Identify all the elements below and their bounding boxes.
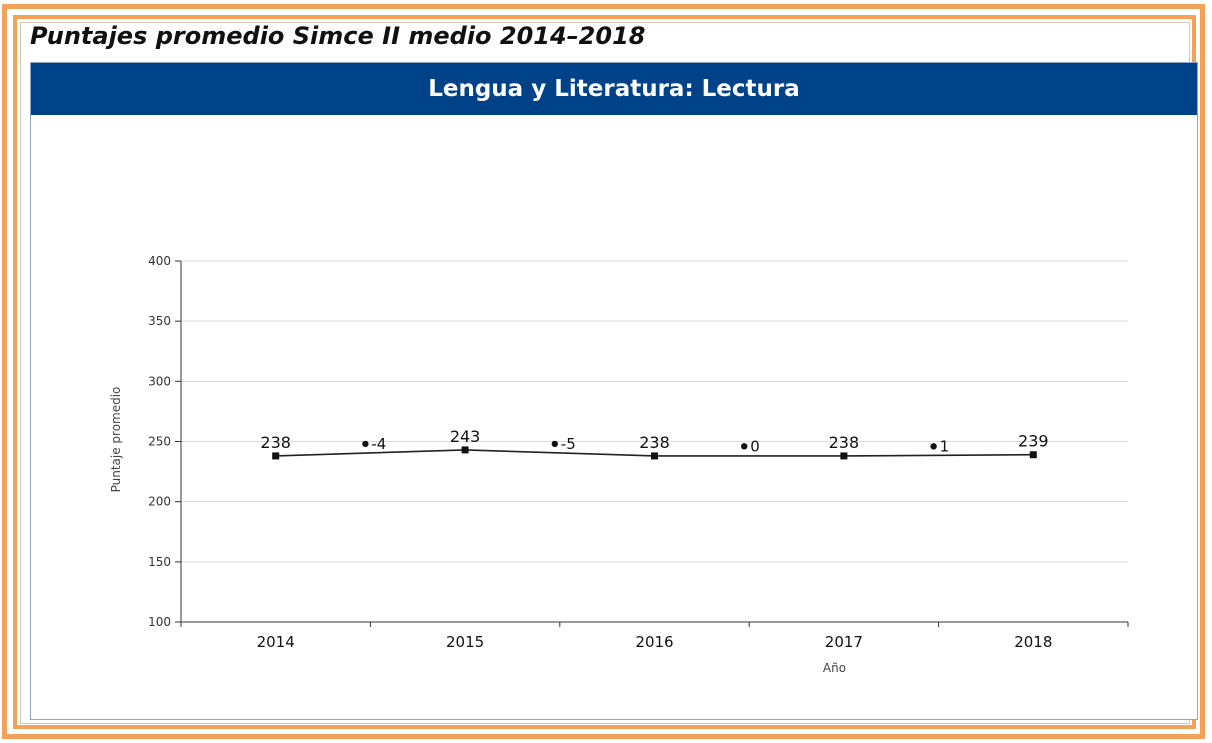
labels: 100 150 200 250 300 350 400 2014 2015 2016 2017 201… bbox=[109, 254, 1052, 675]
data-label: 238 bbox=[260, 433, 291, 452]
y-tick-label: 150 bbox=[148, 555, 171, 569]
difference-dot bbox=[551, 440, 558, 448]
panel-header: Lengua y Literatura: Lectura bbox=[31, 63, 1197, 115]
chart-panel: Lengua y Literatura: Lectura bbox=[30, 62, 1198, 720]
difference-label: -5 bbox=[561, 435, 576, 453]
data-label: 238 bbox=[829, 433, 860, 452]
outer-frame bbox=[2, 4, 1205, 739]
y-tick-label: 250 bbox=[148, 435, 171, 449]
data-label: 243 bbox=[450, 427, 481, 446]
document-title: Puntajes promedio Simce II medio 2014–20… bbox=[30, 22, 646, 50]
difference-dot bbox=[741, 443, 748, 450]
series bbox=[272, 440, 1037, 460]
x-tick-label: 2015 bbox=[446, 633, 484, 651]
difference-label: -4 bbox=[371, 435, 386, 453]
difference-label: 0 bbox=[750, 437, 760, 455]
axes bbox=[175, 260, 1129, 627]
x-tick-label: 2017 bbox=[825, 633, 863, 651]
x-tick-label: 2016 bbox=[635, 633, 673, 651]
panel-title: Lengua y Literatura: Lectura bbox=[428, 76, 800, 102]
difference-dot bbox=[362, 440, 369, 448]
data-label: 238 bbox=[639, 433, 670, 452]
y-tick-label: 200 bbox=[148, 495, 171, 509]
y-tick-label: 100 bbox=[148, 615, 171, 629]
x-tick-label: 2018 bbox=[1014, 633, 1052, 651]
gridlines bbox=[181, 260, 1128, 563]
y-tick-label: 350 bbox=[148, 314, 171, 328]
data-point bbox=[651, 452, 658, 460]
data-point bbox=[840, 452, 848, 460]
x-tick-label: 2014 bbox=[257, 633, 295, 651]
difference-dot bbox=[930, 443, 937, 450]
y-tick-label: 400 bbox=[148, 254, 171, 268]
data-point bbox=[272, 452, 280, 460]
data-point bbox=[461, 446, 469, 454]
data-label: 239 bbox=[1018, 432, 1049, 451]
y-axis-title: Puntaje promedio bbox=[109, 387, 123, 493]
x-axis-title: Año bbox=[823, 661, 846, 675]
data-point bbox=[1029, 451, 1037, 459]
difference-label: 1 bbox=[940, 437, 950, 455]
y-tick-label: 300 bbox=[148, 374, 171, 388]
